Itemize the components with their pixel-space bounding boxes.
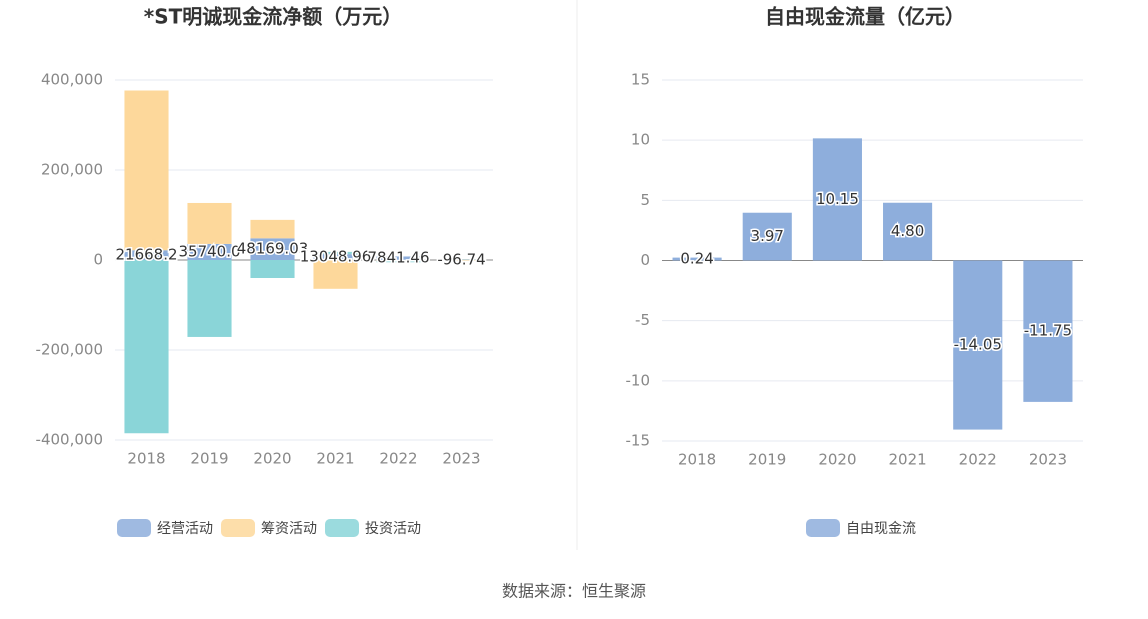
x-tick-label: 2022	[959, 451, 997, 469]
data-label: 35740.0	[178, 242, 240, 260]
legend-label: 自由现金流	[846, 521, 916, 537]
data-label: 4.80	[891, 222, 924, 240]
bar	[187, 202, 232, 244]
bar	[250, 238, 295, 260]
y-tick-label: -200,000	[36, 341, 103, 359]
y-tick-label: -10	[626, 371, 651, 389]
y-tick-label: -15	[626, 432, 651, 450]
x-tick-label: 2023	[442, 450, 480, 468]
data-label: -14.05	[954, 336, 1002, 354]
legend-swatch	[325, 519, 359, 537]
bar	[376, 260, 421, 262]
legend-swatch	[221, 519, 255, 537]
data-label: 7841.46	[367, 249, 429, 267]
bar	[742, 212, 792, 261]
bar	[376, 256, 421, 260]
bar	[313, 251, 358, 255]
x-tick-label: 2022	[379, 450, 417, 468]
x-tick-label: 2023	[1029, 451, 1067, 469]
bar	[1023, 260, 1073, 402]
x-tick-label: 2018	[127, 450, 165, 468]
data-label: 13048.96	[300, 248, 372, 266]
y-tick-label: 5	[640, 191, 650, 209]
y-tick-label: 0	[640, 251, 650, 269]
bar	[250, 260, 295, 278]
legend-label: 经营活动	[157, 521, 213, 537]
y-tick-label: 10	[631, 131, 650, 149]
y-tick-label: 15	[631, 71, 650, 89]
data-label: 0.24	[680, 250, 713, 268]
bar	[953, 260, 1003, 430]
y-tick-label: 0	[93, 251, 103, 269]
data-label: -96.74	[437, 251, 485, 269]
data-label: 3.97	[751, 227, 784, 245]
x-tick-label: 2021	[888, 451, 926, 469]
legend-swatch	[117, 519, 151, 537]
y-tick-label: -400,000	[36, 431, 103, 449]
bar	[124, 90, 169, 251]
legend-label: 投资活动	[365, 521, 421, 537]
y-tick-label: 200,000	[41, 161, 103, 179]
x-tick-label: 2018	[678, 451, 716, 469]
x-tick-label: 2020	[253, 450, 291, 468]
x-tick-label: 2020	[818, 451, 856, 469]
bar	[250, 219, 295, 239]
bar	[313, 254, 358, 260]
chart-title: 自由现金流量（亿元）	[765, 5, 965, 29]
bar	[883, 202, 933, 261]
y-tick-label: 400,000	[41, 71, 103, 89]
bar	[376, 261, 421, 263]
x-tick-label: 2019	[748, 451, 786, 469]
y-tick-label: -5	[635, 311, 650, 329]
bar	[124, 260, 169, 434]
bar	[187, 243, 232, 260]
bar	[124, 250, 169, 260]
data-label: 21668.2	[115, 246, 177, 264]
legend-label: 筹资活动	[261, 520, 317, 537]
x-tick-label: 2019	[190, 450, 228, 468]
bar	[812, 138, 862, 261]
bar	[672, 257, 722, 261]
data-label: -11.75	[1024, 322, 1072, 340]
bar	[313, 260, 358, 289]
chart-title: *ST明诚现金流净额（万元）	[144, 5, 403, 29]
data-label: 48169.03	[237, 240, 309, 258]
data-label: 10.15	[816, 190, 859, 208]
source: 数据来源：恒生聚源	[502, 582, 646, 601]
x-tick-label: 2021	[316, 450, 354, 468]
legend-swatch	[806, 519, 840, 537]
bar	[187, 260, 232, 337]
